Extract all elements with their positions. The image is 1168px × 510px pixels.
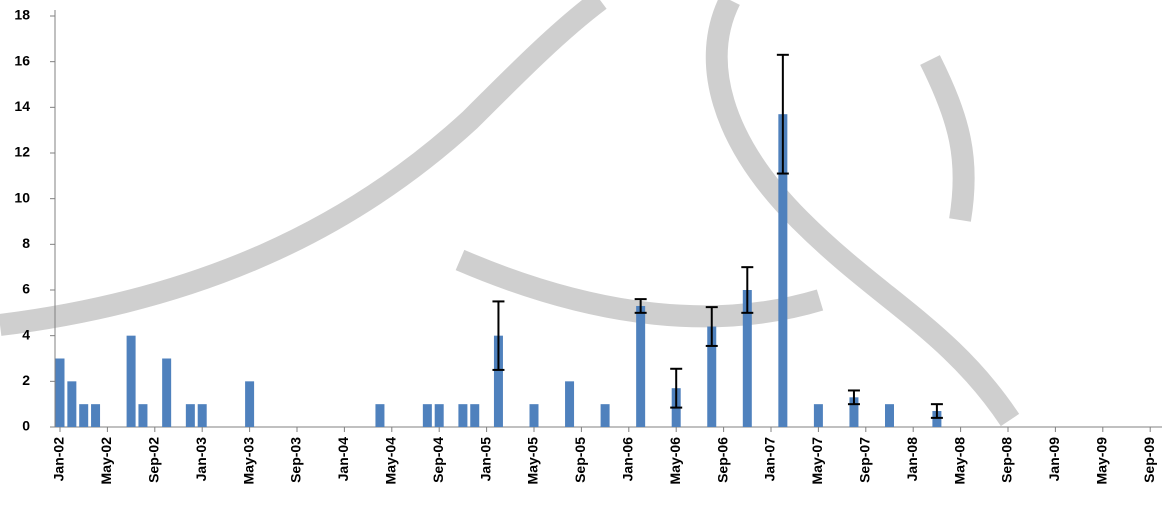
bar (470, 404, 479, 427)
watermark-stroke (930, 60, 964, 220)
bar (127, 336, 136, 427)
x-tick-label: Sep-05 (572, 437, 588, 483)
x-tick-label: May-07 (809, 437, 825, 485)
bar (636, 306, 645, 427)
x-tick-label: May-03 (240, 437, 256, 485)
bar (458, 404, 467, 427)
bar (423, 404, 432, 427)
x-tick-label: Jan-02 (51, 437, 67, 482)
chart: 0 2 4 6 8 10 12 14 16 18 Jan-02 May-02 Sep-02 Jan-03 M… (0, 0, 1168, 510)
y-tick-label: 8 (22, 235, 30, 251)
bar (198, 404, 207, 427)
watermark (0, 0, 1010, 420)
bar (186, 404, 195, 427)
bar (56, 359, 65, 428)
x-tick-label: Sep-08 (999, 437, 1015, 483)
y-tick-label: 14 (14, 98, 30, 114)
y-tick-label: 10 (14, 189, 30, 205)
x-tick-label: Jan-05 (477, 437, 493, 482)
y-tick-label: 2 (22, 372, 30, 388)
bar (435, 404, 444, 427)
x-tick-label: Jan-07 (762, 437, 778, 482)
bar (530, 404, 539, 427)
bar (138, 404, 147, 427)
y-tick-label: 16 (14, 52, 30, 68)
bar (67, 381, 76, 427)
x-tick-label: May-08 (951, 437, 967, 485)
bar (601, 404, 610, 427)
bar (91, 404, 100, 427)
y-tick-label: 18 (14, 7, 30, 23)
x-tick-label: Jan-04 (335, 437, 351, 482)
y-tick-label: 0 (22, 418, 30, 434)
y-tick-label: 6 (22, 281, 30, 297)
x-tick-label: Sep-07 (857, 437, 873, 483)
y-tick-label: 12 (14, 144, 30, 160)
x-tick-label: Sep-06 (714, 437, 730, 483)
x-tick-label: Jan-08 (904, 437, 920, 482)
x-tick-label: Jan-06 (620, 437, 636, 482)
bar (162, 359, 171, 428)
x-tick-label: Jan-03 (193, 437, 209, 482)
x-tick-label: Sep-02 (146, 437, 162, 483)
x-tick-label: May-06 (667, 437, 683, 485)
bar (814, 404, 823, 427)
bar (79, 404, 88, 427)
x-tick-label: May-04 (383, 437, 399, 485)
y-tick-label: 4 (22, 326, 30, 342)
x-tick-label: May-02 (98, 437, 114, 485)
bar (375, 404, 384, 427)
x-tick-label: May-09 (1094, 437, 1110, 485)
bar (885, 404, 894, 427)
bar (565, 381, 574, 427)
x-tick-label: Sep-03 (288, 437, 304, 483)
x-tick-label: Sep-09 (1141, 437, 1157, 483)
bar (245, 381, 254, 427)
x-tick-label: May-05 (525, 437, 541, 485)
x-tick-label: Jan-09 (1046, 437, 1062, 482)
x-tick-label: Sep-04 (430, 437, 446, 483)
